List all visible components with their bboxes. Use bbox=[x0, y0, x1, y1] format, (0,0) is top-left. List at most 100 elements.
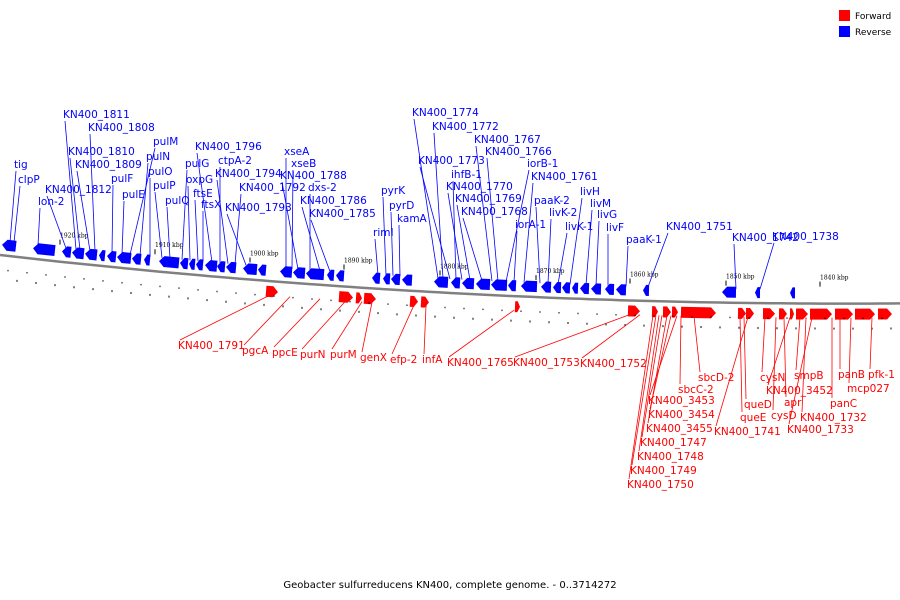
reverse-gene bbox=[790, 287, 796, 299]
leader-line bbox=[281, 181, 299, 270]
gene-arrow bbox=[363, 292, 376, 305]
leader-line bbox=[243, 296, 291, 346]
gene-label: livK-2 bbox=[549, 207, 577, 219]
forward-gene bbox=[338, 291, 353, 303]
reverse-gene bbox=[196, 259, 204, 271]
reverse-gene bbox=[491, 279, 508, 291]
gene-label: mcp027 bbox=[847, 383, 890, 395]
leader-line bbox=[166, 206, 171, 259]
gene-label: KN400_1773 bbox=[418, 155, 485, 167]
gene-arrow bbox=[226, 261, 237, 274]
gene-label: lon-2 bbox=[38, 196, 64, 208]
gene-arrow bbox=[476, 278, 491, 291]
gene-label: paaK-1 bbox=[626, 234, 662, 246]
gene-label: purM bbox=[330, 349, 357, 361]
leader-line bbox=[273, 298, 321, 348]
forward-gene bbox=[409, 295, 418, 307]
leader-line bbox=[46, 195, 67, 249]
gene-label: purN bbox=[300, 349, 326, 361]
leader-line bbox=[513, 230, 518, 283]
gene-arrow bbox=[280, 266, 293, 278]
forward-gene bbox=[363, 292, 376, 305]
gene-arrow bbox=[722, 286, 737, 298]
leader-line bbox=[196, 152, 213, 263]
forward-gene bbox=[355, 292, 362, 304]
reverse-gene bbox=[243, 263, 258, 276]
gene-arrow bbox=[737, 307, 746, 319]
tick-label: 1850 kbp bbox=[726, 274, 755, 281]
reverse-gene bbox=[280, 266, 293, 278]
reverse-gene bbox=[107, 251, 117, 263]
leader-line bbox=[452, 180, 457, 280]
gene-label: efp-2 bbox=[390, 354, 417, 366]
legend: Forward Reverse bbox=[839, 10, 892, 38]
gene-label: KN400_1751 bbox=[666, 221, 733, 233]
gene-arrow bbox=[514, 301, 520, 313]
gene-arrow bbox=[562, 282, 571, 294]
gene-label: KN400_1809 bbox=[75, 159, 142, 171]
leader-line bbox=[783, 317, 787, 398]
gene-label: KN400_3453 bbox=[648, 395, 715, 407]
leader-line bbox=[111, 184, 114, 254]
leader-line bbox=[301, 300, 347, 350]
gene-label: pulM bbox=[153, 136, 178, 148]
gene-label: KN400_1791 bbox=[178, 340, 245, 352]
forward-gene bbox=[627, 305, 640, 317]
gene-label: pulQ bbox=[165, 195, 190, 207]
gene-arrow bbox=[2, 239, 17, 252]
leader-line bbox=[715, 316, 749, 427]
gene-arrow bbox=[265, 285, 278, 298]
reverse-gene bbox=[85, 248, 98, 261]
leader-line bbox=[772, 317, 777, 411]
leader-line bbox=[121, 200, 125, 255]
leader-line bbox=[535, 206, 541, 284]
leader-line bbox=[739, 316, 743, 413]
gene-arrow bbox=[572, 282, 579, 294]
gene-label: xseA bbox=[284, 146, 310, 158]
gene-label: pulE bbox=[122, 189, 145, 201]
reverse-gene bbox=[391, 273, 401, 286]
leader-line bbox=[216, 179, 229, 264]
reverse-gene bbox=[226, 261, 237, 274]
gene-arrow bbox=[72, 247, 85, 260]
leader-line bbox=[374, 238, 379, 275]
reverse-gene bbox=[72, 247, 85, 260]
gene-arrow bbox=[643, 284, 650, 296]
gene-arrow bbox=[762, 308, 775, 320]
gene-arrow bbox=[117, 252, 132, 264]
gene-arrow bbox=[651, 306, 658, 318]
legend-forward-swatch bbox=[839, 10, 850, 21]
gene-label: livH bbox=[580, 186, 600, 198]
leader-line bbox=[181, 169, 188, 260]
leader-line bbox=[625, 245, 629, 287]
gene-arrow bbox=[451, 277, 461, 289]
leader-line bbox=[486, 157, 499, 282]
gene-label: KN400_1793 bbox=[225, 202, 292, 214]
reverse-gene bbox=[755, 287, 761, 299]
gene-arrow bbox=[196, 259, 204, 271]
leader-line bbox=[649, 315, 678, 396]
reverse-gene bbox=[217, 261, 226, 273]
leader-line bbox=[759, 242, 775, 290]
gene-label: KN400_1792 bbox=[239, 182, 306, 194]
forward-gene bbox=[651, 306, 658, 318]
leader-line bbox=[129, 147, 156, 255]
gene-label: KN400_1811 bbox=[63, 109, 130, 121]
gene-label: KN400_1738 bbox=[772, 231, 839, 243]
gene-arrow bbox=[745, 307, 754, 319]
reverse-gene bbox=[643, 284, 650, 296]
gene-label: genX bbox=[360, 352, 387, 364]
gene-arrow bbox=[306, 268, 325, 281]
gene-label: KN400_1741 bbox=[714, 426, 781, 438]
reverse-gene bbox=[572, 282, 579, 294]
leader-line bbox=[310, 219, 331, 272]
gene-label: pfk-1 bbox=[868, 369, 895, 381]
leader-line bbox=[585, 209, 593, 286]
gene-label: KN400_1769 bbox=[455, 193, 522, 205]
reverse-gene bbox=[462, 277, 475, 290]
gene-label: KN400_1732 bbox=[800, 412, 867, 424]
gene-arrow bbox=[338, 291, 353, 303]
leader-line bbox=[628, 315, 654, 480]
leader-line bbox=[514, 314, 631, 358]
